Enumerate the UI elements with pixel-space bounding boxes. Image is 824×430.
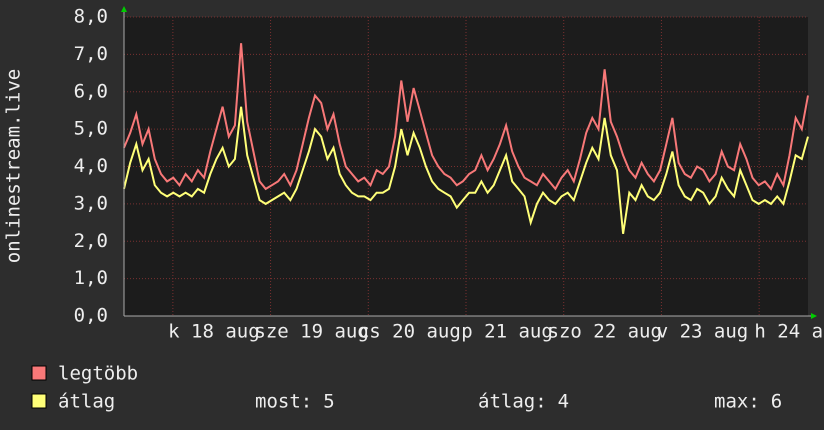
y-tick-label: 0,0 [74, 305, 108, 327]
x-tick-label: p 21 aug [461, 321, 553, 343]
stat-label: átlag: [478, 391, 547, 413]
stat-label: most: [255, 391, 312, 413]
x-tick-label: k 18 aug [168, 321, 260, 343]
legend-swatch [31, 393, 47, 409]
series-line [123, 43, 809, 191]
y-axis-arrow [121, 6, 127, 12]
y-axis-label: onlinestream.live [3, 69, 25, 263]
series-line [123, 106, 809, 234]
legend-label: legtöbb [58, 363, 138, 385]
legend-label: átlag [58, 391, 115, 413]
y-tick-label: 4,0 [74, 155, 108, 177]
y-tick-label: 1,0 [74, 267, 108, 289]
y-tick-label: 6,0 [74, 80, 108, 102]
stat-value: 5 [323, 391, 334, 413]
y-tick-label: 8,0 [74, 6, 108, 28]
x-tick-label: v 23 aug [657, 321, 749, 343]
x-axis-arrow [811, 313, 817, 319]
y-tick-label: 2,0 [74, 230, 108, 252]
x-tick-label: cs 20 aug [358, 321, 461, 343]
y-tick-label: 7,0 [74, 43, 108, 65]
x-tick-label: h 24 aug [754, 321, 824, 343]
y-tick-label: 3,0 [74, 192, 108, 214]
stat-value: 6 [771, 391, 782, 413]
x-tick-label: sze 19 aug [254, 321, 368, 343]
stat-label: max: [714, 391, 760, 413]
y-tick-label: 5,0 [74, 118, 108, 140]
stat-value: 4 [558, 391, 569, 413]
legend-swatch [31, 365, 47, 381]
x-tick-label: szo 22 aug [548, 321, 662, 343]
